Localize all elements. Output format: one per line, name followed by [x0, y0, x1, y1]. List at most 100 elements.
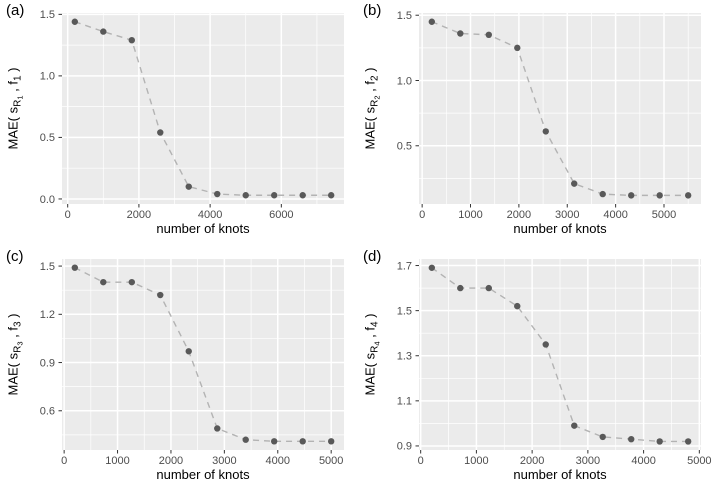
- svg-text:1.5: 1.5: [40, 9, 55, 21]
- svg-text:0.9: 0.9: [40, 357, 55, 369]
- ylab-text: MAE( s: [5, 106, 21, 150]
- series-dashed-line: [74, 267, 332, 443]
- major-gridlines: [62, 13, 344, 204]
- data-point: [571, 422, 578, 429]
- ylab-subscript: 2: [369, 75, 381, 82]
- data-point: [327, 192, 335, 199]
- ylab-subsubscript: 1: [15, 95, 25, 100]
- y-tick-labels: 0.0 0.5 1.0 1.5: [40, 9, 55, 206]
- data-point: [157, 129, 164, 136]
- series-points: [71, 264, 335, 445]
- data-point: [656, 438, 663, 445]
- ylab-text: MAE( s: [362, 352, 378, 396]
- svg-text:1000: 1000: [464, 455, 488, 467]
- ylab-subscript: R: [369, 99, 381, 107]
- data-point: [628, 435, 635, 443]
- svg-text:2000: 2000: [159, 455, 183, 467]
- svg-text:2000: 2000: [520, 455, 544, 467]
- panel-a-plot-area: 0 2000 4000 6000 0.0 0.5 1.0 1.5: [40, 9, 344, 221]
- y-tick-labels: 0.6 0.9 1.2 1.5: [40, 261, 55, 418]
- svg-text:1.1: 1.1: [397, 396, 412, 408]
- data-point: [299, 192, 306, 199]
- ylab-text: , f: [362, 81, 378, 96]
- svg-text:1.0: 1.0: [40, 71, 55, 83]
- data-point: [71, 18, 79, 25]
- ylab-subscript: 1: [12, 75, 24, 82]
- panel-b-letter: (b): [363, 2, 382, 19]
- svg-text:1.5: 1.5: [397, 10, 412, 22]
- svg-text:1000: 1000: [458, 209, 482, 221]
- axis-tick-marks: [415, 14, 665, 208]
- plot-panel-background: [419, 13, 701, 204]
- series-points: [71, 18, 335, 199]
- data-point: [542, 128, 549, 135]
- data-point: [428, 264, 436, 271]
- panel-d: (d) MAE( sR4 , f4 ) number of knots 0 100…: [357, 246, 714, 492]
- panel-a-x-axis-title: number of knots: [156, 221, 250, 236]
- ylab-subsubscript: 2: [372, 95, 382, 100]
- ylab-text: , f: [362, 327, 378, 342]
- panel-b-y-axis-title: MAE( sR2 , f2 ): [362, 9, 382, 209]
- svg-text:5000: 5000: [652, 209, 676, 221]
- x-tick-labels: 0 1000 2000 3000 4000 5000: [419, 209, 676, 221]
- data-point: [100, 278, 107, 286]
- data-point: [514, 302, 521, 310]
- data-point: [327, 438, 335, 445]
- axis-tick-marks: [415, 265, 700, 454]
- panel-b: (b) MAE( sR2 , f2 ) number of knots 0 100…: [357, 0, 714, 246]
- svg-text:5000: 5000: [687, 455, 711, 467]
- ylab-text: ): [362, 313, 378, 322]
- svg-text:1.7: 1.7: [397, 260, 412, 272]
- plot-panel-background: [62, 13, 344, 204]
- ylab-subsubscript: 4: [372, 341, 382, 346]
- data-point: [457, 284, 464, 292]
- panel-c: (c) MAE( sR3 , f3 ) number of knots 0 100…: [0, 246, 357, 492]
- data-point: [100, 28, 107, 35]
- panel-d-plot-area: 0 1000 2000 3000 4000 5000 0.9 1.1 1.3 1.5 1.7: [397, 259, 712, 467]
- svg-text:3000: 3000: [212, 455, 236, 467]
- svg-text:5000: 5000: [319, 455, 343, 467]
- data-point: [514, 44, 521, 52]
- svg-text:6000: 6000: [269, 209, 293, 221]
- ylab-subsubscript: 3: [15, 341, 25, 346]
- x-tick-labels: 0 1000 2000 3000 4000 5000: [61, 455, 343, 467]
- major-gridlines: [62, 259, 344, 450]
- data-point: [684, 192, 692, 199]
- ylab-text: MAE( s: [362, 106, 378, 150]
- major-gridlines: [419, 13, 701, 204]
- svg-text:2000: 2000: [507, 209, 531, 221]
- svg-text:0.9: 0.9: [397, 441, 412, 453]
- data-point: [128, 36, 135, 44]
- ylab-text: ): [5, 67, 21, 76]
- ylab-subscript: 3: [12, 321, 24, 328]
- series-points: [428, 18, 692, 199]
- svg-text:1.2: 1.2: [40, 309, 55, 321]
- x-tick-labels: 0 2000 4000 6000: [65, 209, 294, 221]
- ylab-subscript: R: [12, 345, 24, 353]
- ylab-subscript: 4: [369, 321, 381, 328]
- data-point: [428, 18, 436, 25]
- data-point: [684, 438, 692, 445]
- panel-b-x-axis-title: number of knots: [513, 221, 607, 236]
- panel-d-letter: (d): [363, 248, 382, 265]
- svg-text:4000: 4000: [631, 455, 655, 467]
- svg-text:0.5: 0.5: [397, 141, 412, 153]
- data-point: [542, 341, 549, 348]
- svg-text:2000: 2000: [127, 209, 151, 221]
- panel-b-plot-area: 0 1000 2000 3000 4000 5000 0.5 1.0 1.5: [397, 10, 701, 221]
- svg-text:1.5: 1.5: [397, 305, 412, 317]
- axis-tick-marks: [58, 265, 332, 454]
- svg-text:0.0: 0.0: [40, 194, 55, 206]
- panel-a-y-axis-title: MAE( sR1 , f1 ): [5, 9, 25, 209]
- svg-text:0: 0: [419, 209, 425, 221]
- panel-d-y-axis-title: MAE( sR4 , f4 ): [362, 255, 382, 455]
- series-points: [428, 264, 692, 445]
- svg-text:3000: 3000: [576, 455, 600, 467]
- major-gridlines: [419, 259, 701, 450]
- data-point: [71, 264, 79, 271]
- data-point: [271, 192, 278, 199]
- svg-text:0.6: 0.6: [40, 406, 55, 418]
- ylab-subscript: R: [12, 99, 24, 107]
- panel-c-letter: (c): [6, 248, 24, 265]
